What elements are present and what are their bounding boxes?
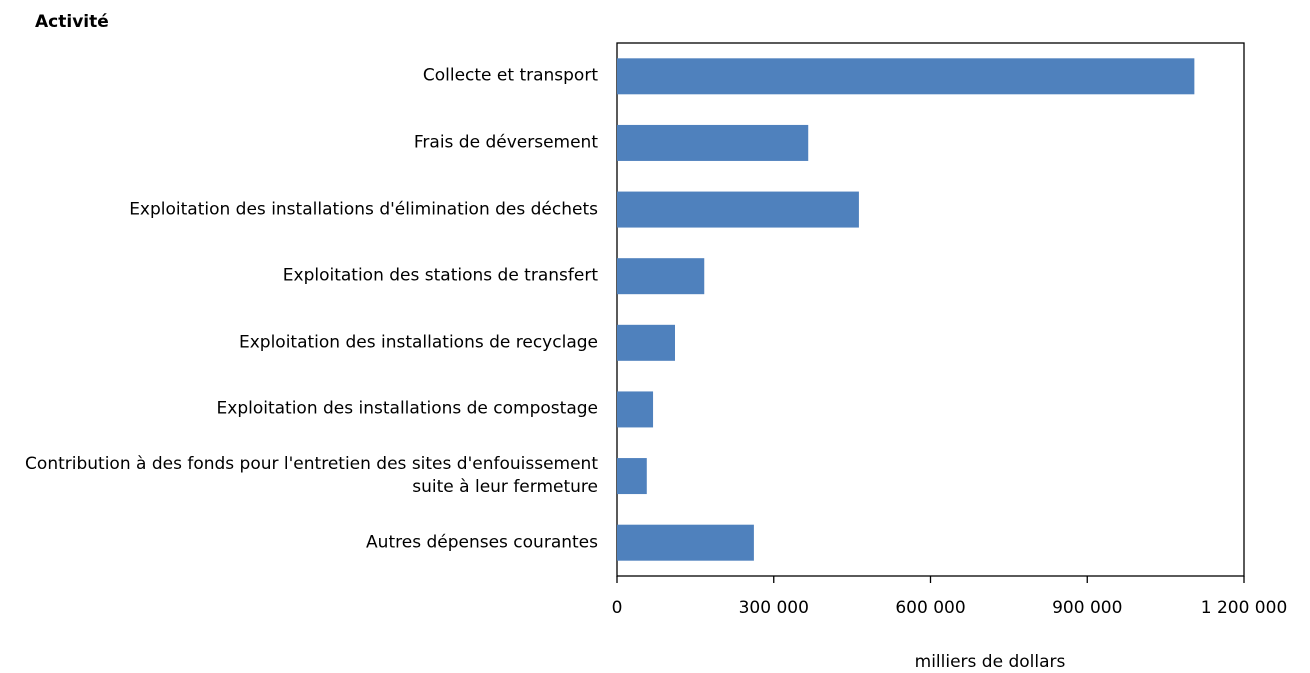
bar — [617, 258, 705, 295]
bar — [617, 191, 859, 228]
y-tick-label: Exploitation des installations d'élimina… — [129, 199, 598, 220]
x-tick-label: 1 200 000 — [1201, 598, 1288, 618]
bar — [617, 58, 1195, 95]
x-tick-label: 300 000 — [739, 598, 809, 618]
y-tick-label: Collecte et transport — [422, 65, 598, 86]
y-tick-label: Exploitation des installations de recycl… — [238, 332, 598, 353]
bar — [617, 324, 675, 361]
bar — [617, 458, 647, 495]
x-axis-label: milliers de dollars — [915, 652, 1066, 672]
bar — [617, 524, 754, 561]
y-tick-label: Exploitation des installations de compos… — [216, 398, 598, 419]
x-tick-label: 600 000 — [895, 598, 965, 618]
y-tick-label: Exploitation des stations de transfert — [282, 265, 598, 286]
y-tick-label: Frais de déversement — [413, 132, 598, 153]
bar — [617, 391, 654, 428]
y-tick-label: Contribution à des fonds pour l'entretie… — [25, 454, 598, 498]
y-tick-label: Autres dépenses courantes — [366, 532, 598, 553]
chart-title: Activité — [35, 12, 109, 32]
plot-frame — [616, 42, 1245, 577]
x-tick-label: 0 — [612, 598, 623, 618]
bar — [617, 124, 809, 161]
x-tick-label: 900 000 — [1052, 598, 1122, 618]
